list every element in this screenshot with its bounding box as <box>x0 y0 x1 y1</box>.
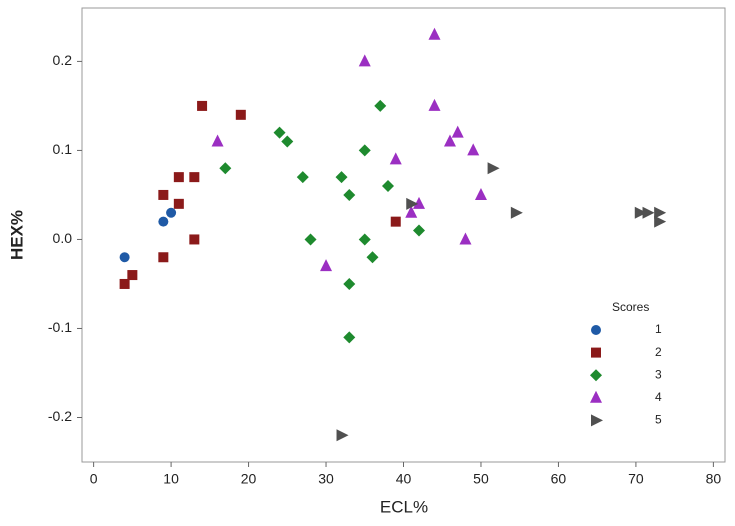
point <box>406 197 419 210</box>
point <box>211 134 224 147</box>
point <box>119 252 130 263</box>
plot-frame <box>81 7 726 463</box>
legend-label: 2 <box>655 345 662 359</box>
point <box>358 54 371 67</box>
point <box>281 135 294 148</box>
x-tick-label: 50 <box>473 471 489 487</box>
x-tick-label: 10 <box>163 471 179 487</box>
point <box>343 331 356 344</box>
legend-swatch <box>591 414 603 427</box>
point <box>273 126 286 139</box>
point <box>358 233 371 246</box>
point <box>510 206 523 219</box>
point <box>389 152 402 165</box>
point <box>487 162 500 175</box>
y-tick-label: 0.2 <box>53 52 73 68</box>
legend-label: 1 <box>655 322 662 336</box>
point <box>390 216 401 227</box>
point <box>642 206 655 219</box>
point <box>459 232 472 245</box>
point <box>173 198 184 209</box>
point <box>296 171 309 184</box>
point <box>304 233 317 246</box>
point <box>166 207 177 218</box>
point <box>382 180 395 193</box>
point <box>158 252 169 263</box>
point <box>412 196 425 209</box>
x-tick-label: 20 <box>241 471 257 487</box>
point <box>235 109 246 120</box>
legend-title: Scores <box>612 300 649 314</box>
y-tick-label: 0.1 <box>53 141 73 157</box>
point <box>127 270 138 281</box>
x-tick-label: 30 <box>318 471 334 487</box>
legend-swatch <box>590 369 602 382</box>
point <box>474 187 487 200</box>
y-axis-title: HEX% <box>7 210 26 260</box>
x-tick-label: 80 <box>706 471 722 487</box>
legend-swatch <box>591 347 601 358</box>
point <box>173 172 184 183</box>
point <box>343 277 356 290</box>
point <box>119 278 130 289</box>
legend-swatch <box>591 325 601 335</box>
point <box>197 100 208 111</box>
point <box>654 215 667 228</box>
point <box>358 144 371 157</box>
point <box>158 189 169 200</box>
x-tick-label: 40 <box>396 471 412 487</box>
point <box>654 206 667 219</box>
point <box>634 206 647 219</box>
point <box>428 27 441 40</box>
point <box>405 205 418 218</box>
point <box>335 171 348 184</box>
point <box>428 98 441 111</box>
point <box>219 162 232 175</box>
point <box>189 234 200 245</box>
x-tick-label: 0 <box>90 471 98 487</box>
point <box>158 216 169 227</box>
y-tick-label: 0.0 <box>53 230 73 246</box>
x-axis-title: ECL% <box>380 497 428 516</box>
x-tick-label: 60 <box>551 471 567 487</box>
point <box>412 224 425 237</box>
point <box>443 134 456 147</box>
point <box>451 125 464 138</box>
point <box>336 429 349 442</box>
legend-label: 3 <box>655 367 662 381</box>
point <box>320 259 333 272</box>
point <box>374 99 387 112</box>
legend-swatch <box>590 390 602 403</box>
point <box>366 251 379 264</box>
point <box>343 188 356 201</box>
legend-label: 4 <box>655 390 662 404</box>
y-tick-label: -0.2 <box>48 408 72 424</box>
point <box>467 143 480 156</box>
y-tick-label: -0.1 <box>48 319 72 335</box>
x-tick-label: 70 <box>628 471 644 487</box>
legend-label: 5 <box>655 413 662 427</box>
point <box>189 172 200 183</box>
